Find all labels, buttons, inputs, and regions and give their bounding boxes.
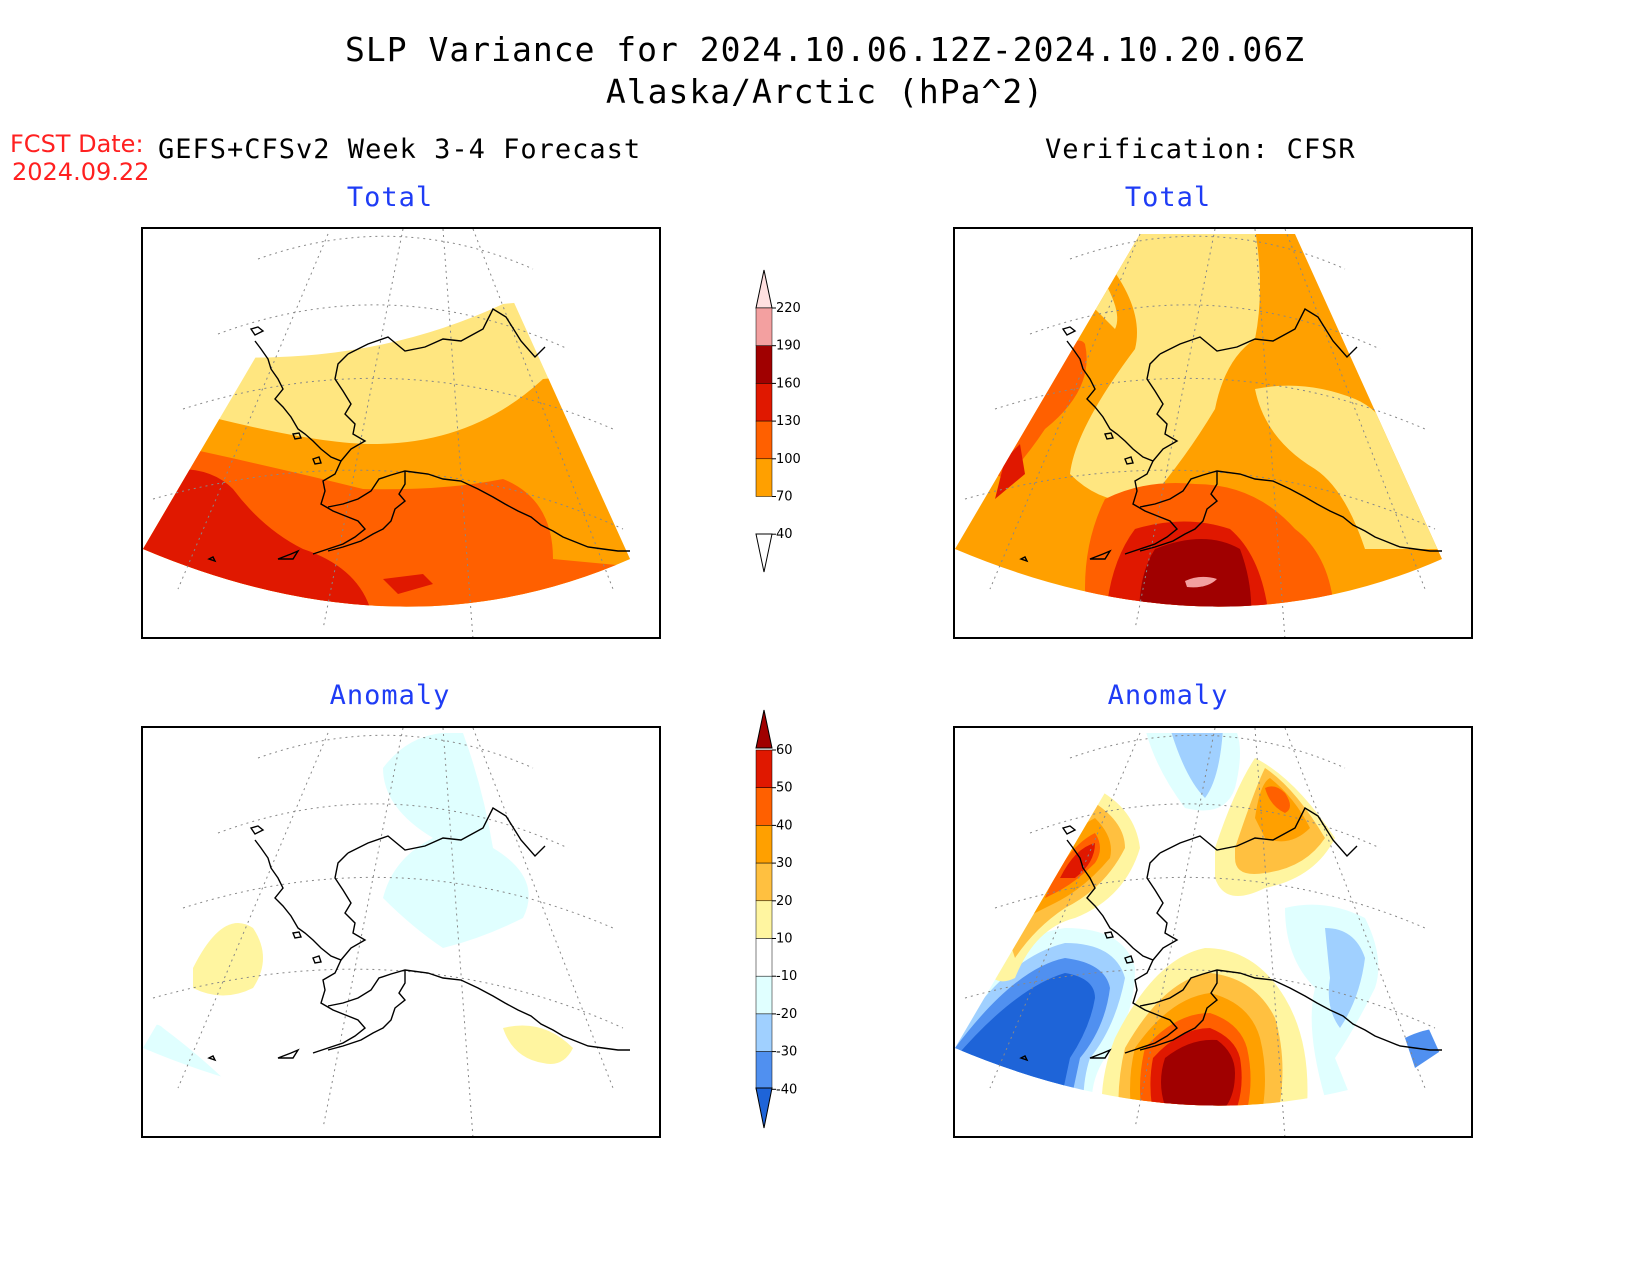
total-colorbar-top-arrow <box>755 269 773 309</box>
forecast-anomaly-map <box>141 726 661 1138</box>
anomaly-colorbar-tick-label: 30 <box>776 856 793 871</box>
anomaly-colorbar-swatch <box>755 938 773 977</box>
verification-total-map <box>953 227 1473 639</box>
anomaly-colorbar-tick-label: 20 <box>776 894 793 909</box>
total-colorbar-tick-label: 160 <box>776 376 801 391</box>
anomaly-colorbar-swatch <box>755 900 773 939</box>
anomaly-colorbar-tick-label: -20 <box>776 1007 797 1022</box>
total-colorbar-swatch <box>755 383 773 422</box>
total-colorbar-tick-label: 40 <box>776 527 793 542</box>
forecast-header: GEFS+CFSv2 Week 3-4 Forecast <box>158 134 642 165</box>
total-colorbar-tick-label: 100 <box>776 452 801 467</box>
forecast-total-map <box>141 227 661 639</box>
verification-anomaly-map <box>953 726 1473 1138</box>
anomaly-colorbar-bottom-arrow <box>755 1087 773 1129</box>
fcst-date-value: 2024.09.22 <box>12 158 150 186</box>
total-colorbar-tick-label: 220 <box>776 301 801 316</box>
anomaly-colorbar-tick-label: 10 <box>776 932 793 947</box>
verification-total-title: Total <box>1124 182 1212 213</box>
anomaly-colorbar-tick-label: -10 <box>776 969 797 984</box>
total-colorbar-swatch <box>755 307 773 346</box>
anomaly-colorbar-tick-label: 40 <box>776 818 793 833</box>
total-colorbar-tick-label: 130 <box>776 414 801 429</box>
total-colorbar-swatch <box>755 345 773 384</box>
forecast-anomaly-title: Anomaly <box>329 680 451 711</box>
chart-subtitle: Alaska/Arctic (hPa^2) <box>605 72 1045 111</box>
anomaly-colorbar-tick-label: -30 <box>776 1045 797 1060</box>
anomaly-colorbar-swatch <box>755 975 773 1015</box>
total-colorbar-swatch <box>755 420 773 460</box>
anomaly-colorbar-tick-label: 50 <box>776 781 793 796</box>
anomaly-colorbar-swatch <box>755 787 773 826</box>
verification-header: Verification: CFSR <box>1045 134 1356 165</box>
anomaly-colorbar-swatch <box>755 749 773 788</box>
anomaly-colorbar-tick-label: -40 <box>776 1082 797 1097</box>
anomaly-colorbar-top-arrow <box>755 709 773 749</box>
anomaly-colorbar-swatch <box>755 1051 773 1090</box>
fcst-date-label: FCST Date: <box>10 130 144 158</box>
anomaly-colorbar-swatch <box>755 862 773 902</box>
total-colorbar-swatch <box>755 458 773 497</box>
chart-title: SLP Variance for 2024.10.06.12Z-2024.10.… <box>345 30 1305 69</box>
forecast-total-title: Total <box>346 182 434 213</box>
anomaly-colorbar: 60 50 40 30 20 10 -10 -20 -30 -40 <box>755 709 797 1129</box>
total-colorbar-tick-label: 190 <box>776 339 801 354</box>
anomaly-colorbar-swatch <box>755 825 773 864</box>
total-colorbar-tick-label: 70 <box>776 490 793 505</box>
verification-anomaly-title: Anomaly <box>1107 680 1229 711</box>
anomaly-colorbar-tick-label: 60 <box>776 743 793 758</box>
total-colorbar: 220 190 160 130 100 70 40 <box>755 269 801 573</box>
total-colorbar-bottom-arrow <box>755 533 773 573</box>
anomaly-colorbar-swatch <box>755 1013 773 1052</box>
